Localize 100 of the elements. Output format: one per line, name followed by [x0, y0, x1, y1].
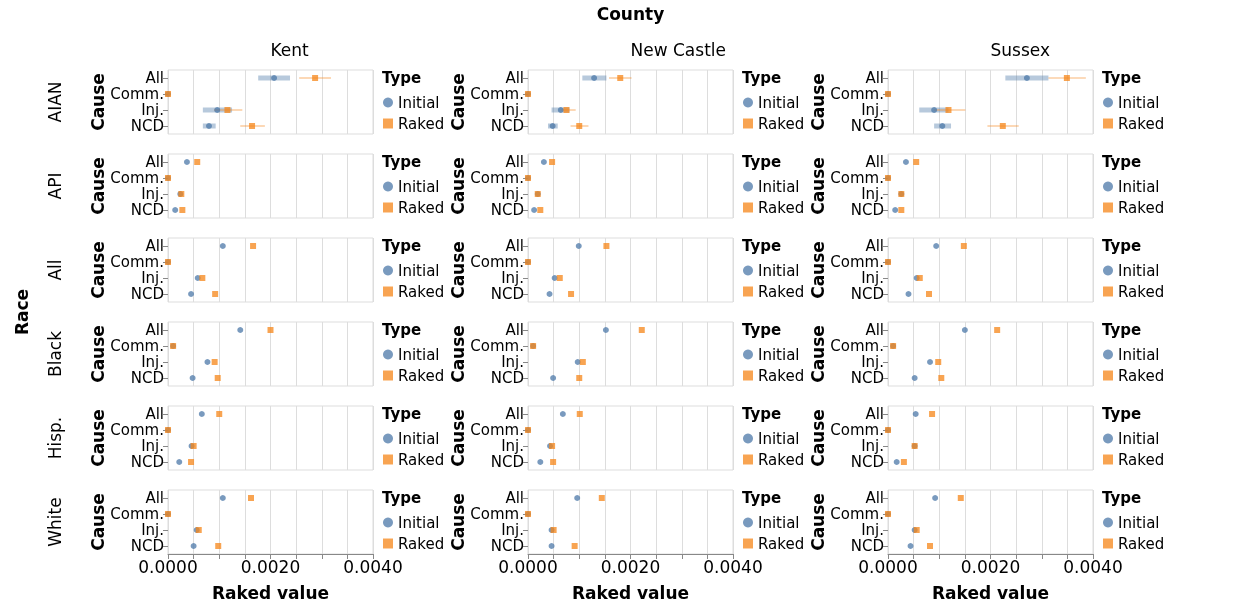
legend-title: Type — [742, 320, 782, 339]
y-tick-label: NCD — [490, 117, 524, 135]
y-tick-label: All — [505, 321, 524, 339]
text: API — [45, 172, 65, 200]
legend-label: Raked — [758, 114, 805, 133]
legend-label: Raked — [1118, 198, 1165, 217]
y-tick-label: NCD — [850, 537, 884, 555]
legend-title: Type — [742, 404, 782, 423]
y-tick-label: NCD — [490, 537, 524, 555]
legend-label: Initial — [1118, 177, 1160, 196]
y-tick-label: NCD — [850, 285, 884, 303]
x-axis-title: Raked value — [211, 582, 330, 603]
y-tick-label: NCD — [130, 201, 164, 219]
y-tick-label: Comm. — [470, 337, 524, 355]
y-axis-title: Cause — [807, 157, 828, 215]
y-tick-label: All — [145, 237, 164, 255]
y-tick-label: All — [145, 153, 164, 171]
y-tick-label: All — [865, 153, 884, 171]
y-axis-title: Cause — [87, 73, 108, 131]
y-tick-label: Comm. — [110, 253, 164, 271]
y-tick-label: Inj. — [501, 185, 524, 203]
y-axis-title: Cause — [87, 157, 108, 215]
x-tick-label: 0.0020 — [240, 556, 301, 577]
y-tick-label: All — [865, 321, 884, 339]
y-tick-label: Inj. — [861, 101, 884, 119]
legend-title: Type — [1102, 320, 1142, 339]
legend-label: Raked — [758, 198, 805, 217]
y-tick-label: All — [145, 405, 164, 423]
y-tick-label: Inj. — [861, 437, 884, 455]
x-tick-label: 0.0000 — [858, 556, 918, 577]
legend-title: Type — [1102, 488, 1142, 507]
y-tick-label: Inj. — [501, 101, 524, 119]
y-tick-label: Comm. — [470, 505, 524, 523]
legend-label: Initial — [758, 93, 800, 112]
y-tick-label: NCD — [850, 453, 884, 471]
y-axis-title: Cause — [447, 157, 468, 215]
y-tick-label: All — [505, 153, 524, 171]
legend-title: Type — [742, 68, 782, 87]
legend-label: Raked — [1118, 114, 1165, 133]
y-tick-label: NCD — [850, 369, 884, 387]
legend-title: Type — [382, 320, 422, 339]
legend-label: Raked — [1118, 534, 1165, 553]
chart-title: Kent — [270, 39, 310, 60]
legend-title: Type — [742, 488, 782, 507]
legend-label: Initial — [758, 429, 800, 448]
y-tick-label: All — [865, 405, 884, 423]
text: AIAN — [45, 81, 65, 123]
y-tick-label: All — [865, 237, 884, 255]
y-tick-label: Comm. — [830, 169, 884, 187]
y-axis-title: Cause — [447, 73, 468, 131]
y-tick-label: Comm. — [470, 253, 524, 271]
y-tick-label: Inj. — [861, 185, 884, 203]
legend-label: Raked — [758, 366, 805, 385]
y-tick-label: Inj. — [501, 269, 524, 287]
y-tick-label: All — [145, 69, 164, 87]
text: All — [45, 259, 65, 281]
legend-label: Initial — [398, 177, 440, 196]
y-tick-label: NCD — [130, 453, 164, 471]
y-tick-label: Inj. — [141, 521, 164, 539]
legend-label: Raked — [398, 534, 445, 553]
y-tick-label: Inj. — [141, 353, 164, 371]
y-axis-title: Cause — [807, 73, 828, 131]
y-tick-label: All — [505, 405, 524, 423]
y-tick-label: Inj. — [141, 101, 164, 119]
x-tick-label: 0.0020 — [600, 556, 661, 577]
y-tick-label: Comm. — [830, 253, 884, 271]
legend-title: Type — [1102, 404, 1142, 423]
legend-label: Initial — [1118, 345, 1160, 364]
legend-label: Initial — [1118, 429, 1160, 448]
legend-label: Initial — [1118, 261, 1160, 280]
legend-label: Raked — [398, 282, 445, 301]
y-axis-title: Cause — [807, 325, 828, 383]
legend-label: Initial — [758, 261, 800, 280]
legend-label: Raked — [758, 450, 805, 469]
y-axis-title: Cause — [87, 493, 108, 551]
x-axis-title: Raked value — [571, 582, 690, 603]
y-tick-label: NCD — [130, 537, 164, 555]
y-tick-label: Inj. — [501, 353, 524, 371]
x-axis-title: Raked value — [931, 582, 1050, 603]
y-tick-label: Inj. — [141, 269, 164, 287]
legend-label: Initial — [398, 513, 440, 532]
y-tick-label: NCD — [130, 369, 164, 387]
legend-label: Raked — [758, 282, 805, 301]
y-tick-label: Comm. — [470, 85, 524, 103]
legend-label: Initial — [1118, 513, 1160, 532]
legend-label: Raked — [398, 450, 445, 469]
legend-label: Raked — [398, 114, 445, 133]
y-tick-label: Inj. — [141, 185, 164, 203]
legend-title: Type — [382, 68, 422, 87]
y-tick-label: Inj. — [861, 353, 884, 371]
x-tick-label: 0.0040 — [1063, 556, 1123, 577]
y-tick-label: All — [505, 489, 524, 507]
x-tick-label: 0.0000 — [138, 556, 198, 577]
chart-title: Sussex — [990, 39, 1050, 60]
y-tick-label: All — [865, 69, 884, 87]
y-tick-label: NCD — [490, 201, 524, 219]
x-tick-label: 0.0040 — [343, 556, 403, 577]
y-axis-title: Cause — [87, 241, 108, 299]
y-tick-label: Inj. — [501, 521, 524, 539]
legend-title: Type — [742, 152, 782, 171]
